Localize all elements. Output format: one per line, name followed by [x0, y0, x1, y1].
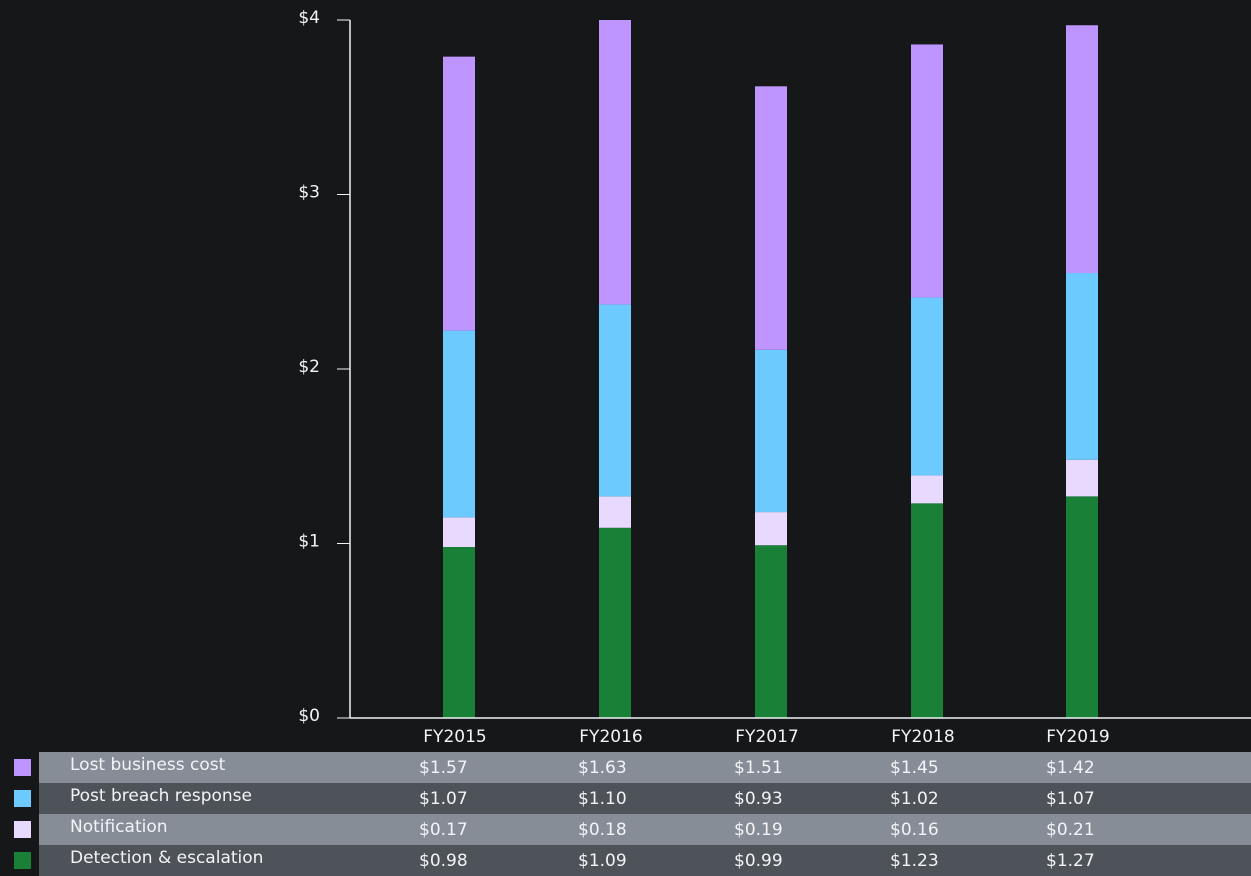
x-tick-label: FY2017 [735, 727, 798, 747]
bar-segment-lost-business-cost-fy2018 [911, 44, 943, 298]
bar-segment-lost-business-cost-fy2015 [443, 56, 475, 331]
table-cell: $1.57 [419, 758, 468, 778]
table-cell: $1.10 [578, 789, 627, 809]
row-band [39, 783, 1251, 814]
series-name: Detection & escalation [70, 848, 264, 868]
table-cell: $1.09 [578, 851, 627, 871]
bar-segment-post-breach-response-fy2016 [599, 304, 631, 497]
y-tick-label: $0 [298, 706, 320, 726]
table-cell: $0.99 [734, 851, 783, 871]
table-cell: $1.45 [890, 758, 939, 778]
x-tick-label: FY2015 [423, 727, 486, 747]
bars [443, 20, 1098, 718]
table-cell: $1.07 [419, 789, 468, 809]
table-row: Notification $0.17 $0.18 $0.19 $0.16 $0.21 [0, 814, 1251, 845]
row-band [39, 845, 1251, 876]
bar-segment-lost-business-cost-fy2019 [1066, 25, 1098, 274]
y-axis: $0 $1 $2 $3 $4 [298, 8, 351, 726]
x-tick-label: FY2018 [891, 727, 954, 747]
series-name: Lost business cost [70, 755, 226, 775]
table-row: Post breach response $1.07 $1.10 $0.93 $1.02… [0, 783, 1251, 814]
bar-segment-post-breach-response-fy2017 [755, 349, 787, 513]
legend-swatch [14, 852, 31, 869]
table-cell: $0.98 [419, 851, 468, 871]
stacked-bar-chart: $0$1$2$3$4 FY2015 FY2016 FY2017 FY2018 FY201… [298, 8, 1251, 747]
bar-segment-post-breach-response-fy2015 [443, 330, 475, 518]
table-cell: $1.27 [1046, 851, 1095, 871]
legend-swatch [14, 821, 31, 838]
bar-segment-notification-fy2015 [443, 517, 475, 547]
table-cell: $1.02 [890, 789, 939, 809]
bar-segment-detection-escalation-fy2019 [1066, 496, 1098, 718]
y-tick-label: $1 [298, 532, 320, 552]
x-axis: FY2015 FY2016 FY2017 FY2018 FY2019 [350, 717, 1251, 747]
bar-segment-detection-escalation-fy2018 [911, 503, 943, 718]
bar-segment-lost-business-cost-fy2017 [755, 86, 787, 350]
legend-swatch [14, 759, 31, 776]
row-band [39, 752, 1251, 783]
table-cell: $0.21 [1046, 820, 1095, 840]
x-tick-label: FY2016 [579, 727, 642, 747]
table-row: Detection & escalation $0.98 $1.09 $0.99 $1.… [0, 845, 1251, 876]
table-cell: $0.93 [734, 789, 783, 809]
table-row: Lost business cost $1.57 $1.63 $1.51 $1.45 $1… [0, 752, 1251, 783]
y-tick-label: $2 [298, 357, 320, 377]
table-cell: $1.51 [734, 758, 783, 778]
bar-segment-notification-fy2016 [599, 496, 631, 528]
bar-segment-post-breach-response-fy2019 [1066, 273, 1098, 460]
y-tick-label: $4 [298, 8, 320, 28]
table-cell: $0.16 [890, 820, 939, 840]
chart-area: $0 $1 $2 $3 $4 FY2015 FY2016 FY2017 FY2018 FY201… [298, 8, 1251, 747]
bar-segment-notification-fy2019 [1066, 459, 1098, 497]
legend-swatch [14, 790, 31, 807]
x-tick-label: FY2019 [1046, 727, 1109, 747]
series-name: Post breach response [70, 786, 252, 806]
bar-segment-lost-business-cost-fy2016 [599, 20, 631, 305]
bar-segment-detection-escalation-fy2017 [755, 545, 787, 718]
bar-segment-post-breach-response-fy2018 [911, 297, 943, 476]
bar-segment-notification-fy2017 [755, 512, 787, 546]
y-tick-label: $3 [298, 183, 320, 203]
row-band [39, 814, 1251, 845]
bar-segment-detection-escalation-fy2015 [443, 546, 475, 718]
series-name: Notification [70, 817, 168, 837]
table-cell: $1.07 [1046, 789, 1095, 809]
table-cell: $0.17 [419, 820, 468, 840]
legend-data-table: Lost business cost $1.57 $1.63 $1.51 $1.45 $1… [0, 752, 1251, 876]
table-cell: $0.18 [578, 820, 627, 840]
bar-segment-notification-fy2018 [911, 475, 943, 504]
table-cell: $0.19 [734, 820, 783, 840]
table-cell: $1.42 [1046, 758, 1095, 778]
table-cell: $1.63 [578, 758, 627, 778]
bar-segment-detection-escalation-fy2016 [599, 527, 631, 718]
table-cell: $1.23 [890, 851, 939, 871]
